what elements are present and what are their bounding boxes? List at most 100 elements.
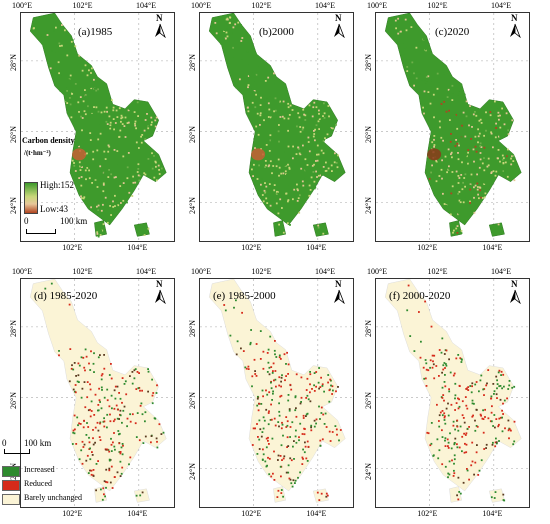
raster-pixel bbox=[430, 442, 433, 445]
raster-pixel bbox=[313, 133, 316, 135]
raster-pixel bbox=[454, 428, 456, 431]
raster-pixel bbox=[458, 446, 461, 449]
raster-pixel bbox=[272, 165, 275, 167]
raster-pixel bbox=[444, 374, 446, 376]
raster-pixel bbox=[480, 459, 483, 462]
raster-pixel bbox=[92, 161, 95, 164]
raster-pixel bbox=[278, 166, 281, 169]
raster-pixel bbox=[118, 136, 120, 138]
raster-pixel bbox=[282, 87, 285, 90]
raster-pixel bbox=[478, 197, 480, 200]
raster-pixel bbox=[71, 103, 74, 105]
raster-pixel bbox=[49, 67, 52, 70]
raster-pixel bbox=[99, 401, 101, 403]
raster-pixel bbox=[282, 457, 285, 460]
raster-pixel bbox=[299, 126, 302, 128]
raster-pixel bbox=[282, 151, 285, 153]
raster-pixel bbox=[236, 340, 239, 343]
raster-pixel bbox=[110, 214, 112, 216]
study-region bbox=[208, 279, 346, 492]
raster-pixel bbox=[420, 340, 422, 343]
raster-pixel bbox=[278, 376, 281, 379]
raster-pixel bbox=[457, 407, 460, 410]
raster-pixel bbox=[448, 390, 451, 393]
raster-pixel bbox=[330, 176, 333, 179]
raster-pixel bbox=[453, 462, 455, 465]
raster-pixel bbox=[135, 436, 138, 438]
raster-pixel bbox=[496, 379, 498, 382]
raster-pixel bbox=[286, 172, 289, 175]
raster-pixel bbox=[44, 27, 47, 30]
raster-pixel bbox=[236, 66, 239, 68]
raster-pixel bbox=[318, 367, 320, 369]
raster-pixel bbox=[463, 421, 466, 424]
raster-pixel bbox=[457, 354, 460, 356]
raster-pixel bbox=[158, 173, 161, 175]
raster-pixel bbox=[286, 420, 289, 423]
raster-pixel bbox=[93, 88, 96, 90]
raster-pixel bbox=[323, 139, 325, 141]
raster-pixel bbox=[300, 401, 302, 403]
raster-pixel bbox=[305, 186, 308, 189]
raster-pixel bbox=[134, 422, 137, 425]
raster-pixel bbox=[240, 347, 242, 350]
raster-pixel bbox=[471, 415, 474, 418]
raster-pixel bbox=[416, 58, 419, 61]
raster-pixel bbox=[255, 52, 257, 55]
raster-pixel bbox=[53, 69, 55, 72]
raster-pixel bbox=[126, 425, 128, 428]
map-frame bbox=[199, 12, 354, 242]
raster-pixel bbox=[330, 164, 333, 167]
study-region bbox=[488, 488, 505, 503]
raster-pixel bbox=[269, 139, 272, 142]
raster-pixel bbox=[277, 146, 280, 149]
raster-pixel bbox=[436, 438, 439, 441]
raster-pixel bbox=[449, 124, 452, 126]
raster-pixel bbox=[277, 133, 280, 136]
raster-pixel bbox=[77, 424, 79, 427]
raster-pixel bbox=[507, 148, 509, 151]
lon-tick-bottom: 104°E bbox=[306, 243, 327, 252]
raster-pixel bbox=[508, 437, 510, 440]
raster-pixel bbox=[498, 369, 501, 372]
raster-pixel bbox=[390, 24, 392, 26]
raster-pixel bbox=[473, 193, 475, 196]
raster-pixel bbox=[155, 437, 158, 440]
raster-pixel bbox=[110, 394, 113, 397]
raster-pixel bbox=[304, 158, 307, 161]
raster-pixel bbox=[228, 22, 231, 24]
raster-pixel bbox=[247, 63, 249, 65]
raster-pixel bbox=[274, 370, 277, 372]
raster-pixel bbox=[151, 152, 153, 155]
lon-tick-bottom: 104°E bbox=[482, 509, 503, 518]
raster-pixel bbox=[448, 358, 450, 361]
raster-pixel bbox=[89, 98, 92, 101]
raster-pixel bbox=[484, 408, 486, 411]
raster-pixel bbox=[162, 431, 165, 434]
raster-pixel bbox=[273, 349, 276, 352]
raster-pixel bbox=[262, 427, 265, 430]
raster-pixel bbox=[450, 203, 453, 205]
raster-pixel bbox=[456, 93, 459, 96]
raster-pixel bbox=[237, 21, 240, 24]
raster-pixel bbox=[140, 402, 143, 405]
raster-pixel bbox=[285, 426, 288, 428]
raster-pixel bbox=[460, 361, 463, 363]
raster-pixel bbox=[121, 204, 124, 207]
raster-pixel bbox=[280, 394, 283, 397]
raster-pixel bbox=[400, 30, 402, 33]
raster-pixel bbox=[97, 88, 99, 91]
legend-label-2: Barely unchanged bbox=[24, 493, 82, 502]
raster-pixel bbox=[316, 159, 319, 162]
raster-pixel bbox=[224, 37, 227, 40]
raster-pixel bbox=[267, 102, 270, 105]
raster-pixel bbox=[465, 121, 468, 123]
raster-pixel bbox=[301, 128, 304, 131]
raster-pixel bbox=[158, 423, 161, 426]
raster-pixel bbox=[260, 189, 263, 191]
raster-pixel bbox=[102, 183, 105, 186]
raster-pixel bbox=[138, 147, 140, 149]
raster-pixel bbox=[133, 111, 136, 113]
raster-pixel bbox=[459, 231, 462, 234]
north-arrow-icon: N bbox=[151, 279, 169, 305]
